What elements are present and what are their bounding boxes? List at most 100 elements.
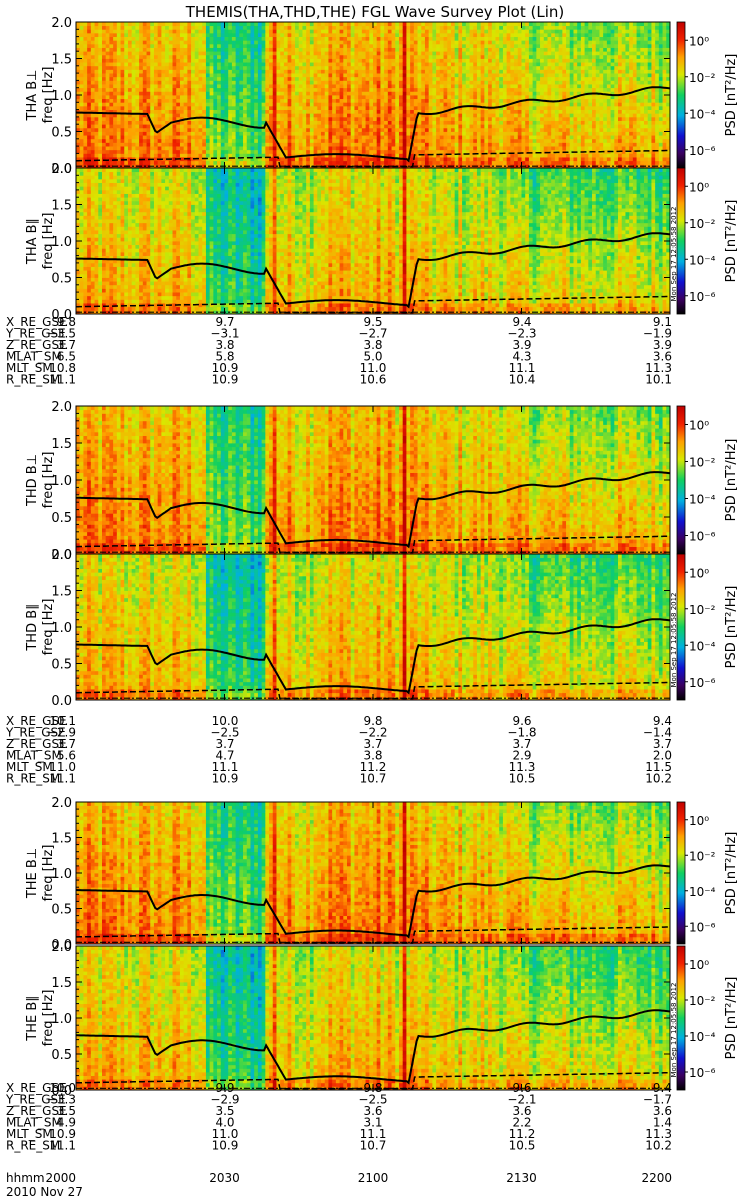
- ephemeris-value: 10.4: [509, 373, 536, 387]
- y-tick-label: 1.5: [51, 199, 72, 214]
- ephemeris-value: 10.5: [509, 1139, 536, 1153]
- colorbar: [677, 168, 685, 314]
- ephemeris-value: 10.7: [360, 1139, 387, 1153]
- time-tick-label: 2000: [45, 1171, 76, 1185]
- colorbar-tick: 10⁻⁶: [689, 144, 716, 158]
- ephemeris-value: 11.1: [49, 1139, 76, 1153]
- panel-name: THA B⊥: [25, 70, 40, 122]
- creation-timestamp: Mon Sep 17 12:05:58 2012: [670, 982, 678, 1077]
- colorbar-tick: 10⁻⁴: [689, 493, 716, 507]
- colorbar: [677, 406, 685, 554]
- ephemeris-value: 11.1: [49, 772, 76, 786]
- time-axis: hhmm 2010 Nov 27 2000 2030 2100 2130 2200: [6, 1171, 672, 1199]
- colorbar-tick: 10⁰: [689, 180, 709, 194]
- y-tick-label: 2.0: [51, 796, 72, 811]
- colorbar: [677, 554, 685, 700]
- y-tick-label: 1.5: [51, 585, 72, 600]
- ephemeris-value: 10.2: [645, 772, 672, 786]
- colorbar-tick: 10⁻²: [689, 217, 716, 231]
- colorbar-label: PSD [nT²/Hz]: [724, 977, 739, 1060]
- colorbar-tick: 10⁰: [689, 958, 709, 972]
- ephemeris-value: 11.1: [49, 373, 76, 387]
- y-axis-label: freq [Hz]: [41, 67, 56, 124]
- ephemeris-value: 10.2: [645, 1139, 672, 1153]
- panel-name: THD B⊥: [25, 454, 40, 507]
- panel-name: THA B∥: [25, 218, 40, 265]
- colorbar-label: PSD [nT²/Hz]: [724, 586, 739, 669]
- creation-timestamp: Mon Sep 17 12:05:58 2012: [670, 592, 678, 687]
- y-tick-label: 1.5: [51, 53, 72, 68]
- colorbar-tick: 10⁻⁶: [689, 290, 716, 304]
- colorbar-tick: 10⁻⁴: [689, 1030, 716, 1044]
- time-axis-label: hhmm: [6, 1171, 45, 1185]
- ephemeris-value: 10.5: [509, 772, 536, 786]
- colorbar-label: PSD [nT²/Hz]: [724, 200, 739, 283]
- y-tick-label: 0.5: [51, 658, 72, 673]
- colorbar: [677, 802, 685, 944]
- colorbar: [677, 946, 685, 1090]
- colorbar-tick: 10⁻⁶: [689, 1066, 716, 1080]
- ephemeris-value: 10.9: [212, 373, 239, 387]
- colorbar-tick: 10⁰: [689, 814, 709, 828]
- creation-timestamp: Mon Sep 17 12:05:58 2012: [670, 206, 678, 301]
- y-axis-label: freq [Hz]: [41, 990, 56, 1047]
- y-tick-label: 1.5: [51, 976, 72, 991]
- time-tick-label: 2200: [641, 1171, 672, 1185]
- y-tick-label: 0.5: [51, 1048, 72, 1063]
- colorbar-tick: 10⁻²: [689, 71, 716, 85]
- y-axis-label: freq [Hz]: [41, 452, 56, 509]
- colorbar-tick: 10⁻⁶: [689, 920, 716, 934]
- colorbar-tick: 10⁻⁴: [689, 253, 716, 267]
- time-tick-label: 2130: [506, 1171, 537, 1185]
- colorbar-tick: 10⁻²: [689, 456, 716, 470]
- y-axis-label: freq [Hz]: [41, 845, 56, 902]
- time-axis-date: 2010 Nov 27: [6, 1185, 83, 1199]
- colorbar-tick: 10⁻⁶: [689, 676, 716, 690]
- time-tick-label: 2030: [209, 1171, 240, 1185]
- y-tick-label: 2.0: [51, 940, 72, 955]
- plot-title: THEMIS(THA,THD,THE) FGL Wave Survey Plot…: [185, 3, 564, 21]
- colorbar-tick: 10⁻²: [689, 849, 716, 863]
- y-tick-label: 2.0: [51, 548, 72, 563]
- colorbar-tick: 10⁻²: [689, 603, 716, 617]
- colorbar-tick: 10⁰: [689, 419, 709, 433]
- panel-name: THE B⊥: [25, 848, 40, 899]
- panel-name: THD B∥: [25, 603, 40, 651]
- y-tick-label: 0.5: [51, 511, 72, 526]
- ephemeris-value: 10.1: [645, 373, 672, 387]
- colorbar: [677, 22, 685, 168]
- ephemeris-value: 10.7: [360, 772, 387, 786]
- colorbar-tick: 10⁻²: [689, 994, 716, 1008]
- y-axis-label: freq [Hz]: [41, 213, 56, 270]
- y-tick-label: 0.0: [51, 694, 72, 709]
- ephemeris-value: 10.6: [360, 373, 387, 387]
- colorbar-label: PSD [nT²/Hz]: [724, 439, 739, 522]
- y-axis-label: freq [Hz]: [41, 599, 56, 656]
- colorbar-tick: 10⁰: [689, 34, 709, 48]
- y-tick-label: 1.5: [51, 832, 72, 847]
- panel-name: THE B∥: [25, 995, 40, 1041]
- y-tick-label: 0.5: [51, 903, 72, 918]
- colorbar-tick: 10⁻⁴: [689, 885, 716, 899]
- y-tick-label: 2.0: [51, 162, 72, 177]
- y-tick-label: 0.5: [51, 126, 72, 141]
- colorbar-tick: 10⁰: [689, 566, 709, 580]
- ephemeris-value: 10.9: [212, 1139, 239, 1153]
- colorbar-label: PSD [nT²/Hz]: [724, 54, 739, 137]
- y-tick-label: 2.0: [51, 400, 72, 415]
- y-tick-label: 1.5: [51, 437, 72, 452]
- ephemeris-value: 10.9: [212, 772, 239, 786]
- colorbar-tick: 10⁻⁴: [689, 639, 716, 653]
- y-tick-label: 0.5: [51, 272, 72, 287]
